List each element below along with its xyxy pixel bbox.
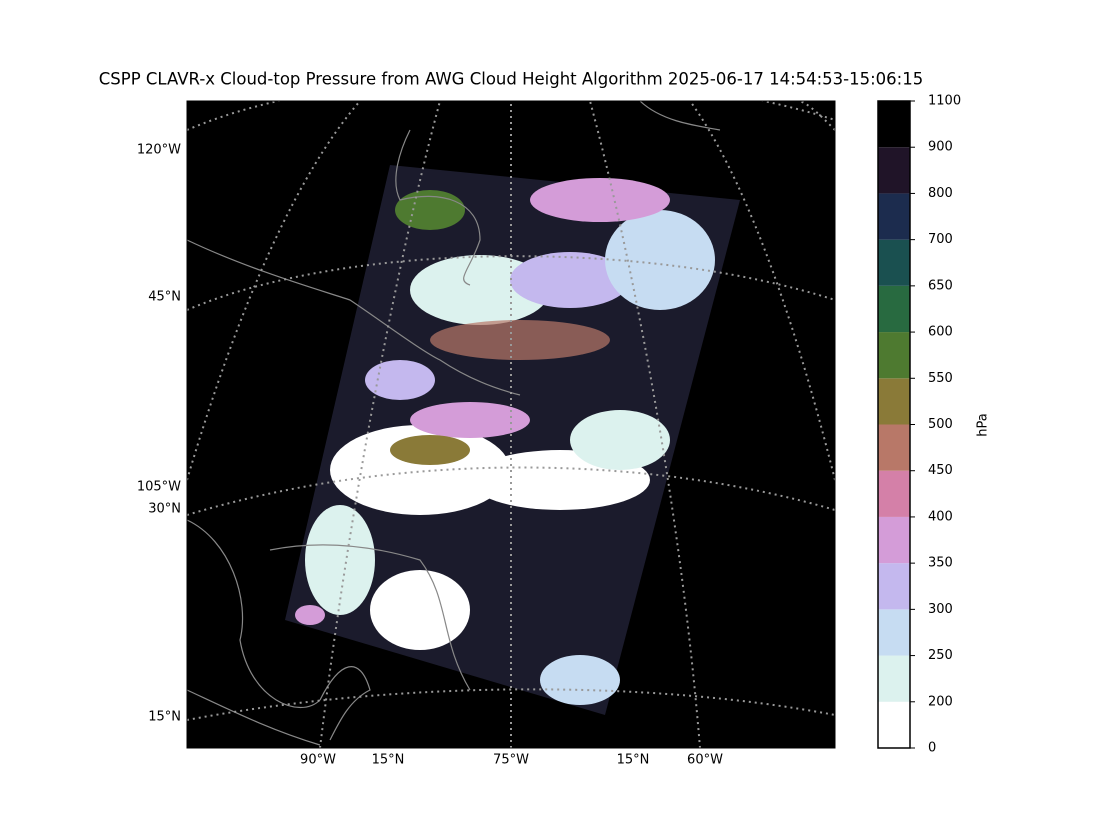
colorbar-segment	[878, 239, 910, 286]
colorbar-tick-label: 200	[928, 694, 953, 709]
colorbar-segment	[878, 101, 910, 148]
colorbar-segment	[878, 285, 910, 333]
cloud-field	[295, 178, 715, 705]
colorbar-tick-label: 1100	[928, 94, 961, 109]
colorbar-tick-label: 350	[928, 556, 953, 571]
colorbar-segment	[878, 424, 910, 471]
lat-lon-label: 75°W	[493, 753, 529, 768]
lat-lon-label: 45°N	[148, 290, 181, 305]
colorbar-tick-label: 450	[928, 463, 953, 478]
colorbar-tick-label: 0	[928, 741, 936, 756]
colorbar-tick-label: 550	[928, 371, 953, 386]
map-labels: 120°W 45°N 105°W 30°N 15°N 90°W 15°N 75°W 15°N 60…	[137, 143, 723, 768]
colorbar-segment	[878, 563, 910, 610]
colorbar-tick-label: 300	[928, 602, 953, 617]
colorbar-tick-label: 900	[928, 140, 953, 155]
lat-lon-label: 120°W	[137, 143, 181, 158]
colorbar-segment	[878, 193, 910, 240]
lat-lon-label: 90°W	[300, 753, 336, 768]
colorbar-segment	[878, 655, 910, 702]
coastlines	[187, 101, 721, 746]
colorbar-tick-label: 700	[928, 232, 953, 247]
chart-title: CSPP CLAVR-x Cloud-top Pressure from AWG…	[99, 70, 923, 89]
lat-lon-label: 15°N	[148, 710, 181, 725]
colorbar-tick-label: 400	[928, 509, 953, 524]
colorbar-segment	[878, 701, 910, 748]
colorbar-segment	[878, 378, 910, 425]
colorbar-segment	[878, 609, 910, 656]
graticule	[187, 101, 835, 748]
lat-lon-label: 15°N	[617, 753, 650, 768]
colorbar-segment	[878, 470, 910, 517]
lat-lon-label: 60°W	[687, 753, 723, 768]
lat-lon-label: 15°N	[372, 753, 405, 768]
colorbar-segment	[878, 516, 910, 564]
map	[186, 100, 836, 749]
colorbar-tick-label: 600	[928, 325, 953, 340]
map-frame	[186, 100, 836, 749]
colorbar-label: hPa	[976, 413, 991, 436]
colorbar-tick-label: 250	[928, 648, 953, 663]
colorbar-tick-label: 500	[928, 417, 953, 432]
lat-lon-label: 30°N	[148, 502, 181, 517]
colorbar-tick-label: 800	[928, 186, 953, 201]
colorbar-segment	[878, 332, 910, 379]
lat-lon-label: 105°W	[137, 480, 181, 495]
colorbar: 0 200 250 300 350 400 450 500 550 600 650 700 800 900…	[877, 94, 991, 756]
colorbar-tick-label: 650	[928, 278, 953, 293]
colorbar-segment	[878, 147, 910, 194]
